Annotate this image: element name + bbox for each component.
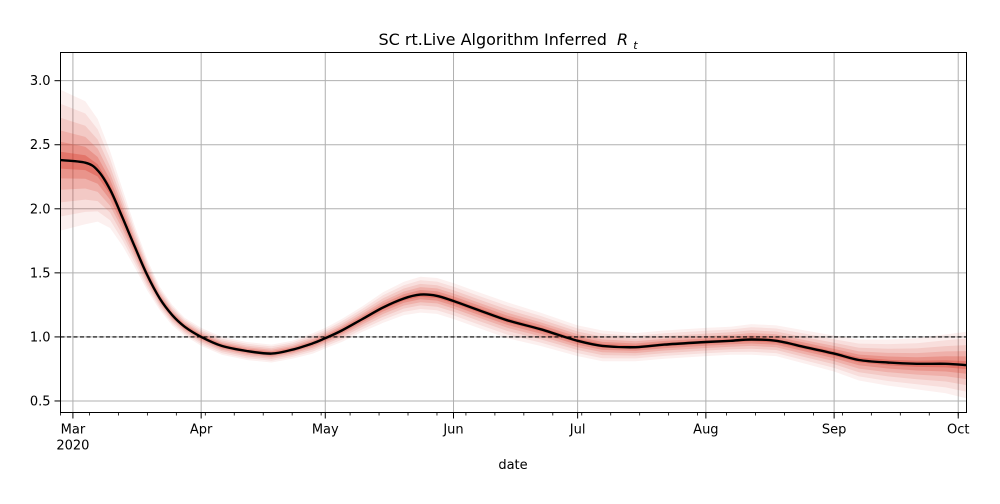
chart-title-symbol: R bbox=[617, 30, 628, 49]
plot-frame bbox=[60, 52, 967, 413]
x-tick-label: Apr bbox=[190, 423, 213, 438]
x-tick-label: Jul bbox=[569, 423, 586, 438]
y-tick-label: 2.5 bbox=[30, 138, 51, 153]
x-tick-label: Oct bbox=[947, 423, 969, 438]
x-tick-label: Mar bbox=[61, 423, 86, 438]
rt-estimate-line bbox=[60, 158, 967, 367]
credible-band bbox=[60, 117, 967, 386]
chart-title-subscript: t bbox=[633, 39, 638, 52]
y-tick-label: 3.0 bbox=[30, 74, 51, 89]
x-tick-label: Aug bbox=[693, 423, 718, 438]
series-line-layer bbox=[60, 158, 967, 367]
x-tick-label: Jun bbox=[442, 423, 463, 438]
chart-title: SC rt.Live Algorithm Inferred R t bbox=[378, 30, 638, 52]
x-tick-label: May bbox=[312, 423, 339, 438]
credible-band bbox=[60, 130, 967, 380]
y-tick-label: 1.5 bbox=[30, 266, 51, 281]
credible-band bbox=[60, 89, 967, 399]
y-tick-label: 1.0 bbox=[30, 330, 51, 345]
x-tick-label: Sep bbox=[822, 423, 847, 438]
x-tick-sublabel: 2020 bbox=[56, 439, 89, 454]
x-axis-label: date bbox=[498, 458, 527, 473]
y-tick-label: 0.5 bbox=[30, 394, 51, 409]
chart-title-text: SC rt.Live Algorithm Inferred bbox=[378, 30, 606, 49]
y-tick-label: 2.0 bbox=[30, 202, 51, 217]
